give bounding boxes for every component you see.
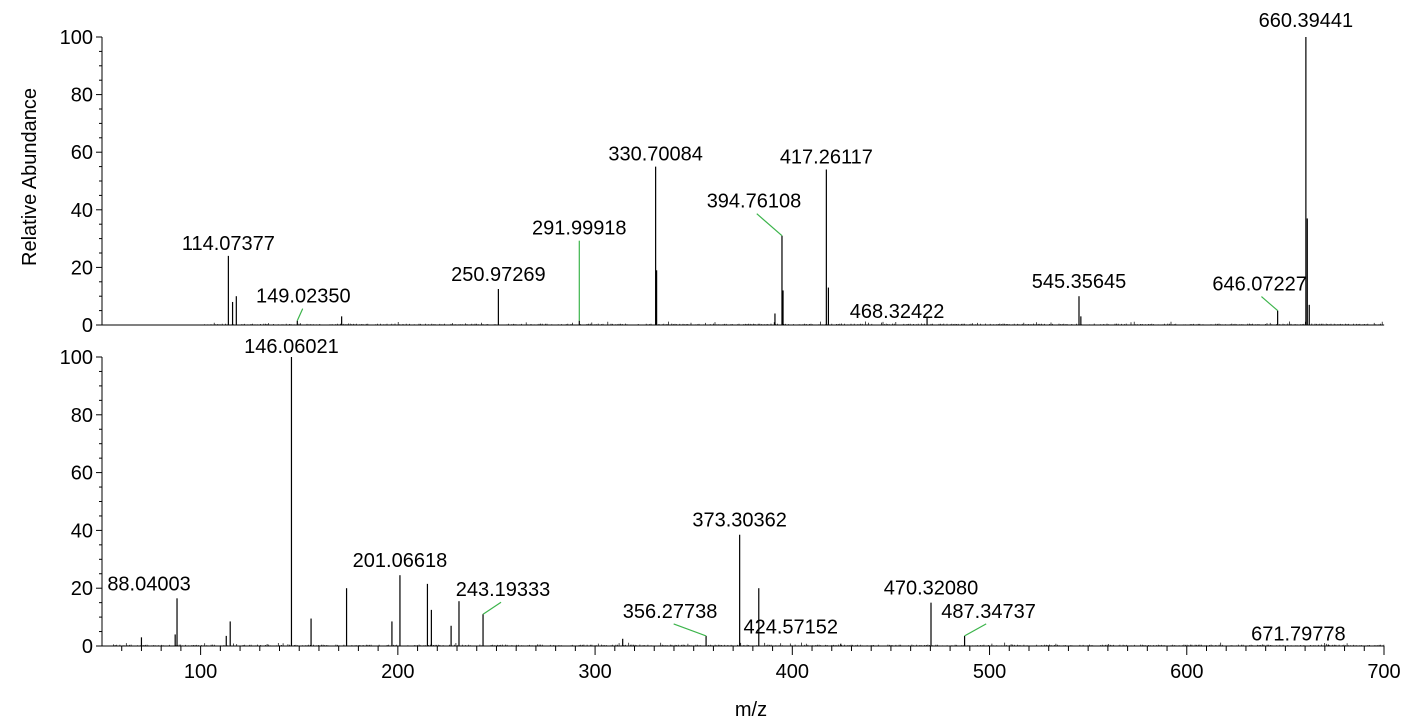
peak-label: 243.19333 [456, 579, 551, 601]
y-tick-label: 60 [71, 463, 93, 485]
peak-label: 201.06618 [353, 550, 448, 572]
y-tick-label: 0 [82, 636, 93, 658]
label-leader-line [1261, 296, 1279, 312]
peak-label: 545.35645 [1032, 271, 1127, 293]
y-axis-label: Relative Abundance [19, 88, 41, 266]
spectrum-panel-1: 0 20 40 60 80 100 Relative Abundance 114.07377 1… [19, 10, 1385, 337]
peak-label: 470.32080 [884, 578, 979, 600]
y-tick-label: 40 [71, 200, 93, 222]
peak-label: 114.07377 [182, 233, 275, 255]
x-tick-label: 200 [381, 661, 414, 683]
peak-label: 487.34737 [941, 601, 1036, 623]
peak-label: 394.76108 [707, 191, 802, 213]
label-leader-line [756, 213, 783, 237]
y-tick-label: 40 [71, 520, 93, 542]
peak-label: 330.70084 [608, 144, 703, 166]
peak-label: 149.02350 [256, 286, 351, 308]
spectrum-panel-2: 0 20 40 60 80 100 100 200 300 400 500 600 700 m/z 88.0… [60, 336, 1401, 721]
label-leader-line [482, 601, 502, 615]
x-tick-label: 100 [184, 661, 217, 683]
peak-label: 291.99918 [532, 218, 627, 240]
x-tick-label: 400 [776, 661, 809, 683]
x-tick-label: 500 [973, 661, 1006, 683]
peak-label: 373.30362 [692, 510, 787, 532]
peak-label: 356.27738 [623, 601, 718, 623]
peak-label: 468.32422 [850, 301, 945, 323]
peak-label: 88.04003 [107, 573, 190, 595]
peak-label: 417.26117 [780, 146, 873, 168]
y-tick-label: 20 [71, 257, 93, 279]
y-tick-label: 0 [82, 315, 93, 337]
peak-label: 146.06021 [244, 336, 339, 358]
peak-label: 250.97269 [451, 264, 546, 286]
peak-label: 671.79778 [1251, 624, 1346, 646]
x-tick-label: 300 [578, 661, 611, 683]
y-tick-label: 20 [71, 578, 93, 600]
baseline-noise [102, 642, 1385, 647]
label-leader-line [296, 308, 304, 321]
y-tick-label: 80 [71, 85, 93, 107]
label-leader-line [673, 623, 707, 637]
peak-label: 646.07227 [1212, 274, 1307, 296]
x-tick-label: 700 [1367, 661, 1400, 683]
y-tick-label: 100 [60, 27, 93, 49]
x-tick-label: 600 [1170, 661, 1203, 683]
y-tick-label: 80 [71, 405, 93, 427]
label-leader-line [964, 623, 987, 637]
baseline-noise [102, 321, 1385, 326]
peak-label: 660.39441 [1259, 10, 1354, 32]
peak-label: 424.57152 [743, 617, 838, 639]
x-axis-label: m/z [735, 699, 767, 720]
y-tick-label: 100 [60, 347, 93, 369]
y-tick-label: 60 [71, 142, 93, 164]
